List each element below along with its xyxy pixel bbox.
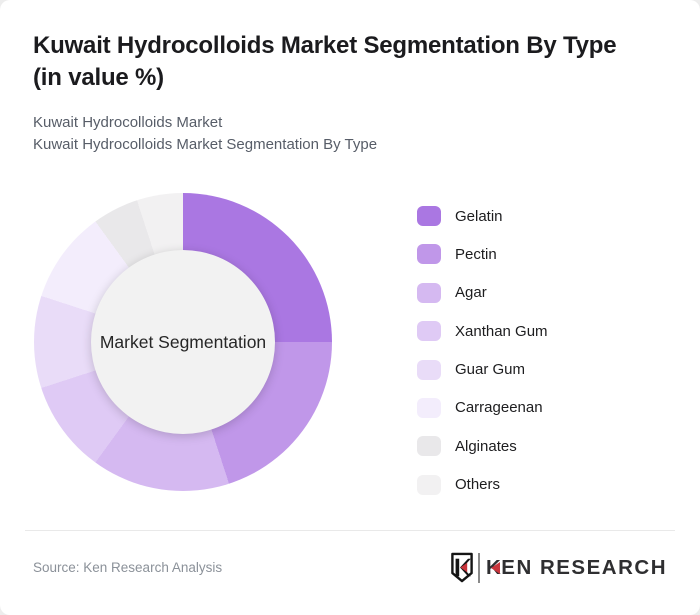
chart-subtitle: Kuwait Hydrocolloids Market Kuwait Hydro… xyxy=(33,112,377,156)
legend-label: Pectin xyxy=(455,245,497,263)
page-title: Kuwait Hydrocolloids Market Segmentation… xyxy=(33,30,683,94)
donut-center: Market Segmentation xyxy=(91,250,275,434)
legend-item-others[interactable]: Others xyxy=(417,474,548,495)
legend-label: Others xyxy=(455,476,501,494)
legend-label: Xanthan Gum xyxy=(455,322,548,340)
legend-label: Alginates xyxy=(455,437,517,455)
page-title-line2: (in value %) xyxy=(33,64,164,91)
source-text: Source: Ken Research Analysis xyxy=(33,560,223,575)
legend-item-agar[interactable]: Agar xyxy=(417,282,548,303)
legend-swatch-icon xyxy=(417,474,441,495)
legend-label: Carrageenan xyxy=(455,399,543,417)
legend-swatch-icon xyxy=(417,206,441,226)
chart-legend: Gelatin Pectin Agar Xanthan Gum Guar Gum… xyxy=(417,206,548,513)
legend-item-gelatin[interactable]: Gelatin xyxy=(417,206,548,226)
legend-label: Gelatin xyxy=(455,207,503,225)
legend-item-guar-gum[interactable]: Guar Gum xyxy=(417,359,548,380)
ken-research-shield-icon xyxy=(451,552,473,583)
legend-item-xanthan-gum[interactable]: Xanthan Gum xyxy=(417,321,548,342)
legend-label: Agar xyxy=(455,284,487,302)
subtitle-line1: Kuwait Hydrocolloids Market xyxy=(33,114,223,131)
legend-label: Guar Gum xyxy=(455,361,526,379)
legend-swatch-icon xyxy=(417,282,441,303)
logo-separator xyxy=(477,552,480,583)
logo-text-rest: EN RESEARCH xyxy=(501,555,667,579)
legend-swatch-icon xyxy=(417,397,441,418)
legend-swatch-icon xyxy=(417,321,441,342)
logo-text: K EN RESEARCH xyxy=(486,556,667,580)
logo-red-triangle-icon xyxy=(491,561,501,574)
ken-research-logo[interactable]: K EN RESEARCH xyxy=(450,549,667,586)
legend-swatch-icon xyxy=(417,244,441,265)
legend-item-alginates[interactable]: Alginates xyxy=(417,436,548,457)
donut-center-label: Market Segmentation xyxy=(99,331,267,352)
donut-chart-area: Market Segmentation xyxy=(34,193,332,491)
page-title-line1: Kuwait Hydrocolloids Market Segmentation… xyxy=(33,32,617,59)
legend-swatch-icon xyxy=(417,359,441,380)
legend-item-pectin[interactable]: Pectin xyxy=(417,244,548,265)
legend-swatch-icon xyxy=(417,436,441,457)
legend-item-carrageenan[interactable]: Carrageenan xyxy=(417,397,548,418)
subtitle-line2: Kuwait Hydrocolloids Market Segmentation… xyxy=(33,136,378,153)
footer-divider xyxy=(25,530,675,531)
